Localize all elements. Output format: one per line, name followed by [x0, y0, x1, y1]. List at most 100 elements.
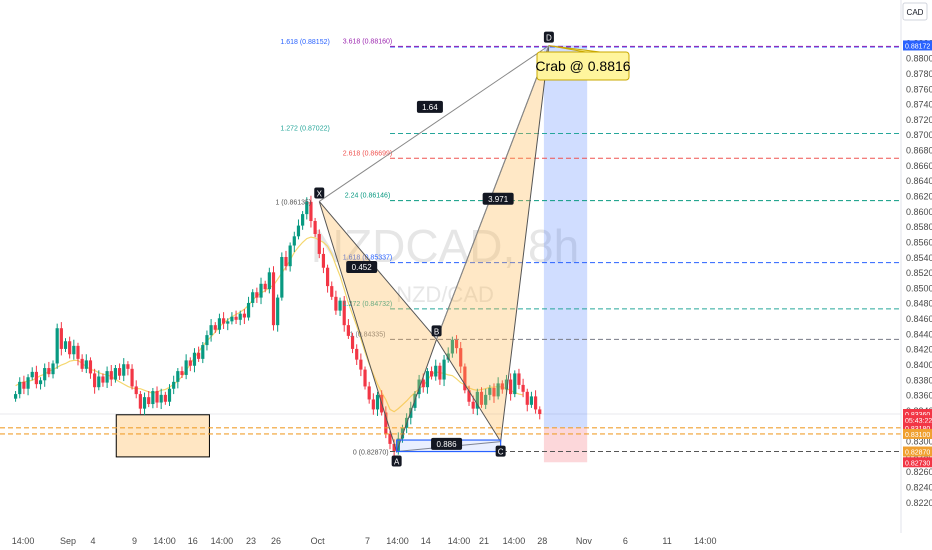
price-tag-1 — [903, 409, 932, 420]
price-axis[interactable]: CAD 0.882000.880000.878000.876000.874000… — [900, 0, 932, 550]
position-tool[interactable] — [543, 45, 588, 463]
price-tag-text-5: 0.82870 — [905, 450, 930, 457]
watermark-pair: NZD/CAD — [396, 282, 494, 307]
candle-body — [471, 401, 475, 409]
candle-body — [388, 433, 392, 444]
time-tick-18: 6 — [623, 536, 628, 546]
candle-body — [255, 292, 259, 298]
pattern-xd-line — [318, 45, 550, 202]
price-tag-3 — [903, 422, 932, 433]
time-tick-9: Oct — [311, 536, 326, 546]
currency-box[interactable] — [902, 2, 928, 21]
point-value-X: 1 (0.86135) — [275, 199, 311, 206]
ratio-box-1 — [346, 260, 378, 273]
candle-body — [38, 380, 43, 385]
pattern-bd-line — [436, 45, 550, 340]
candle-body — [197, 352, 201, 359]
time-tick-13: 14:00 — [448, 536, 471, 546]
candle-body — [172, 381, 176, 389]
ratio-label-3: 0.886 — [437, 440, 458, 449]
candle-body — [242, 313, 246, 318]
candles — [13, 195, 542, 459]
candle-body — [142, 397, 147, 409]
candle-body — [288, 245, 292, 267]
candle-body — [417, 379, 421, 395]
time-tick-2: 4 — [90, 536, 95, 546]
candle-body — [105, 371, 109, 383]
point-label-X: X — [317, 189, 323, 198]
callout-box — [536, 51, 630, 81]
candle-body — [292, 236, 296, 246]
candle-body — [188, 360, 192, 366]
fib-label-0: 1.618 (0.88152) — [280, 39, 329, 46]
point-marker-C — [495, 445, 506, 457]
candle-body — [88, 360, 93, 374]
candle-body — [434, 365, 438, 377]
candle-body — [350, 335, 355, 349]
support-zone[interactable] — [115, 414, 210, 458]
candle-body — [271, 272, 276, 326]
candle-body — [151, 391, 155, 405]
position-stop-zone — [543, 427, 588, 463]
point-label-C: C — [498, 448, 504, 457]
price-tag-text-2: 05:43:22 — [905, 418, 932, 425]
candle-body — [496, 383, 500, 397]
candle-body — [126, 364, 130, 369]
candle-body — [463, 366, 467, 391]
candle-body — [280, 257, 284, 298]
candle-body — [51, 363, 55, 375]
candle-body — [375, 394, 380, 410]
candle-body — [504, 379, 509, 390]
time-axis[interactable]: 14:00 Sep 4 9 14:00 16 14:00 23 26 Oct 7 14:00 14 14:… — [0, 533, 932, 550]
point-label-B: B — [434, 327, 439, 336]
time-tick-17: Nov — [576, 536, 593, 546]
point-marker-D — [543, 31, 554, 43]
harmonic-pattern[interactable]: X 1 (0.86135) A 0 (0.82870) B C D 1.64 0.452 3.97… — [275, 31, 554, 467]
candle-body — [450, 339, 454, 354]
candle-body — [467, 390, 471, 402]
candle-body — [392, 443, 396, 452]
candle-body — [384, 412, 388, 434]
crab-callout[interactable]: Crab @ 0.8816 — [535, 45, 631, 81]
candle-body — [167, 388, 172, 402]
candle-body — [230, 316, 234, 322]
candle-body — [296, 225, 301, 237]
ratio-box-0 — [416, 100, 443, 113]
candle-body — [34, 371, 38, 385]
candle-body — [325, 267, 330, 287]
candle-body — [176, 371, 180, 382]
candle-body — [97, 376, 101, 388]
candle-body — [221, 318, 226, 324]
fib-label-7: 1 (0.84335) — [350, 331, 386, 338]
candle-body — [22, 381, 26, 389]
candle-body — [72, 345, 76, 355]
candle-body — [488, 387, 492, 395]
candle-body — [59, 328, 63, 349]
candle-body — [55, 328, 59, 364]
candle-body — [263, 283, 267, 290]
candle-body — [438, 365, 442, 380]
time-tick-15: 14:00 — [503, 536, 526, 546]
candle-body — [517, 373, 521, 385]
price-tag-4 — [903, 428, 932, 439]
ratio-label-0: 1.64 — [422, 103, 438, 112]
time-tick-1: Sep — [60, 536, 76, 546]
currency-label: CAD — [907, 8, 924, 17]
price-tag-text-0: 0.88172 — [905, 43, 930, 50]
